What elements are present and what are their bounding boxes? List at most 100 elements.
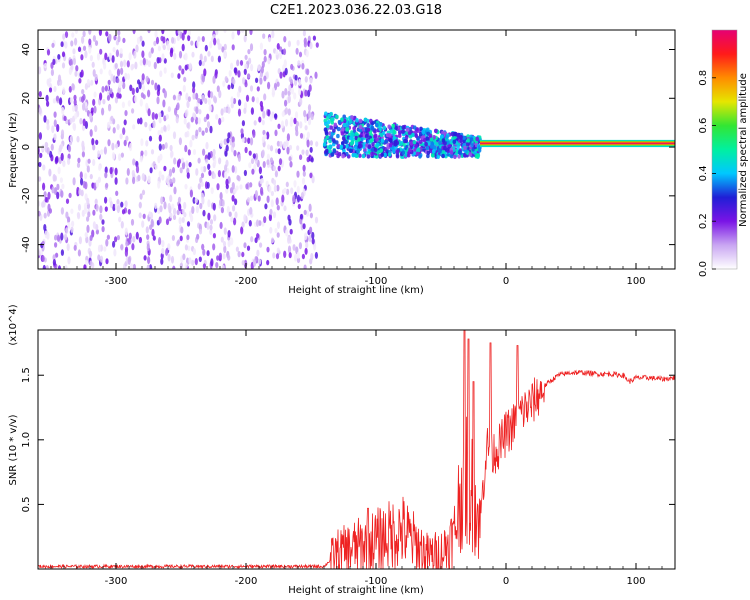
spectrogram-cell <box>169 194 173 203</box>
spectrogram-cell <box>267 57 271 65</box>
spectrogram-cell <box>285 181 289 188</box>
spectrogram-cell <box>254 190 258 199</box>
spectrogram-cell <box>92 144 96 151</box>
spectrogram-cell <box>303 209 307 216</box>
spectrogram-cell <box>80 69 84 78</box>
spectrogram-cell <box>68 85 72 93</box>
spectrogram-cell <box>67 256 71 265</box>
spectrogram-cell <box>227 132 231 139</box>
spectrogram-cell <box>247 48 251 55</box>
spectrogram-cell <box>252 258 257 267</box>
spectrogram-cell <box>116 123 120 131</box>
spectrogram-cell <box>284 87 288 96</box>
spectrogram-cell <box>131 169 135 177</box>
spectrogram-cell <box>72 57 76 66</box>
x-tick-label: 0 <box>503 576 509 587</box>
spectrogram-cell <box>156 96 160 105</box>
spectrogram-cell <box>475 136 480 142</box>
spectrogram-cell <box>171 36 175 44</box>
figure-title: C2E1.2023.036.22.03.G18 <box>270 3 442 18</box>
spectrogram-cell <box>119 47 123 55</box>
spectrogram-cell <box>141 73 145 81</box>
spectrogram-cell <box>296 194 301 203</box>
spectrogram-cell <box>469 137 474 142</box>
spectrogram-line-band <box>480 144 675 147</box>
spectrogram-cell <box>296 185 300 194</box>
spectrogram-cell <box>328 148 332 154</box>
spectrogram-cell <box>290 87 294 95</box>
spectrogram-line-band <box>480 139 675 142</box>
spectrogram-cell <box>116 77 120 84</box>
spectrogram-cell <box>261 60 265 69</box>
spectrogram-cell <box>44 196 48 203</box>
spectrogram-cell <box>182 253 186 261</box>
spectrogram-cell <box>269 208 273 216</box>
spectrogram-cell <box>189 139 193 148</box>
spectrogram-cell <box>53 133 57 141</box>
spectrogram-cell <box>60 207 64 215</box>
spectrogram-cell <box>137 174 141 182</box>
spectrogram-cell <box>104 85 108 92</box>
spectrogram-cell <box>222 253 226 260</box>
spectrogram-cell <box>120 221 124 229</box>
spectrogram-cell <box>187 149 191 156</box>
spectrogram-cell <box>74 37 78 46</box>
spectrogram-cell <box>286 188 290 196</box>
spectrogram-cell <box>353 153 358 158</box>
spectrogram-cell <box>284 118 289 127</box>
spectrogram-cell <box>250 107 254 115</box>
spectrogram-cell <box>48 77 52 83</box>
spectrogram-cell <box>329 134 334 140</box>
spectrogram-cell <box>233 217 237 226</box>
spectrogram-cell <box>192 149 197 156</box>
spectrogram-cell <box>252 130 256 138</box>
spectrogram-cell <box>212 202 216 211</box>
spectrogram-cell <box>262 110 266 119</box>
spectrogram-cell <box>252 153 256 159</box>
spectrogram-cell <box>184 131 188 138</box>
spectrogram-cell <box>68 192 72 199</box>
spectrogram-cell <box>84 172 88 180</box>
spectrogram-cell <box>270 237 275 244</box>
spectrogram-cell <box>230 62 234 70</box>
spectrogram-cell <box>414 133 419 138</box>
spectrogram-cell <box>357 137 361 142</box>
spectrogram-cell <box>418 154 422 159</box>
spectrogram-cell <box>361 153 366 159</box>
spectrogram-cell <box>67 216 71 224</box>
snr-x-label: Height of straight line (km) <box>288 585 424 596</box>
spectrogram-cell <box>197 183 201 190</box>
spectrogram-cell <box>72 48 76 55</box>
spectrogram-cell <box>243 242 247 249</box>
spectrogram-cell <box>152 161 156 168</box>
spectrogram-cell <box>398 130 402 135</box>
spectrogram-cell <box>116 234 120 241</box>
spectrogram-cell <box>71 32 75 38</box>
spectrogram-cell <box>192 92 196 100</box>
spectrogram-cell <box>139 59 143 66</box>
spectrogram-cell <box>51 125 55 134</box>
spectrogram-cell <box>284 99 288 107</box>
spectrogram-cell <box>114 96 118 104</box>
spectrogram-cell <box>371 141 375 147</box>
spectrogram-cell <box>188 257 192 265</box>
spectrogram-cell <box>256 86 260 92</box>
spectrogram-cell <box>261 119 265 126</box>
spectrogram-cell <box>237 154 241 162</box>
spectrogram-cell <box>307 89 311 98</box>
spectrogram-frame <box>37 29 676 270</box>
spectrogram-cell <box>191 259 195 266</box>
spectrogram-cell <box>239 184 243 190</box>
spectrogram-cell <box>126 168 130 176</box>
spectrogram-cell <box>233 149 237 157</box>
spectrogram-cell <box>274 170 278 178</box>
spectrogram-cell <box>151 228 155 237</box>
spectrogram-cell <box>114 167 118 176</box>
spectrogram-cell <box>222 80 226 87</box>
spectrogram-line-band <box>480 142 675 145</box>
spectrogram-cells <box>38 30 675 269</box>
spectrogram-cell <box>310 157 314 163</box>
spectrogram-cell <box>440 134 444 140</box>
spectrogram-cell <box>289 161 293 168</box>
